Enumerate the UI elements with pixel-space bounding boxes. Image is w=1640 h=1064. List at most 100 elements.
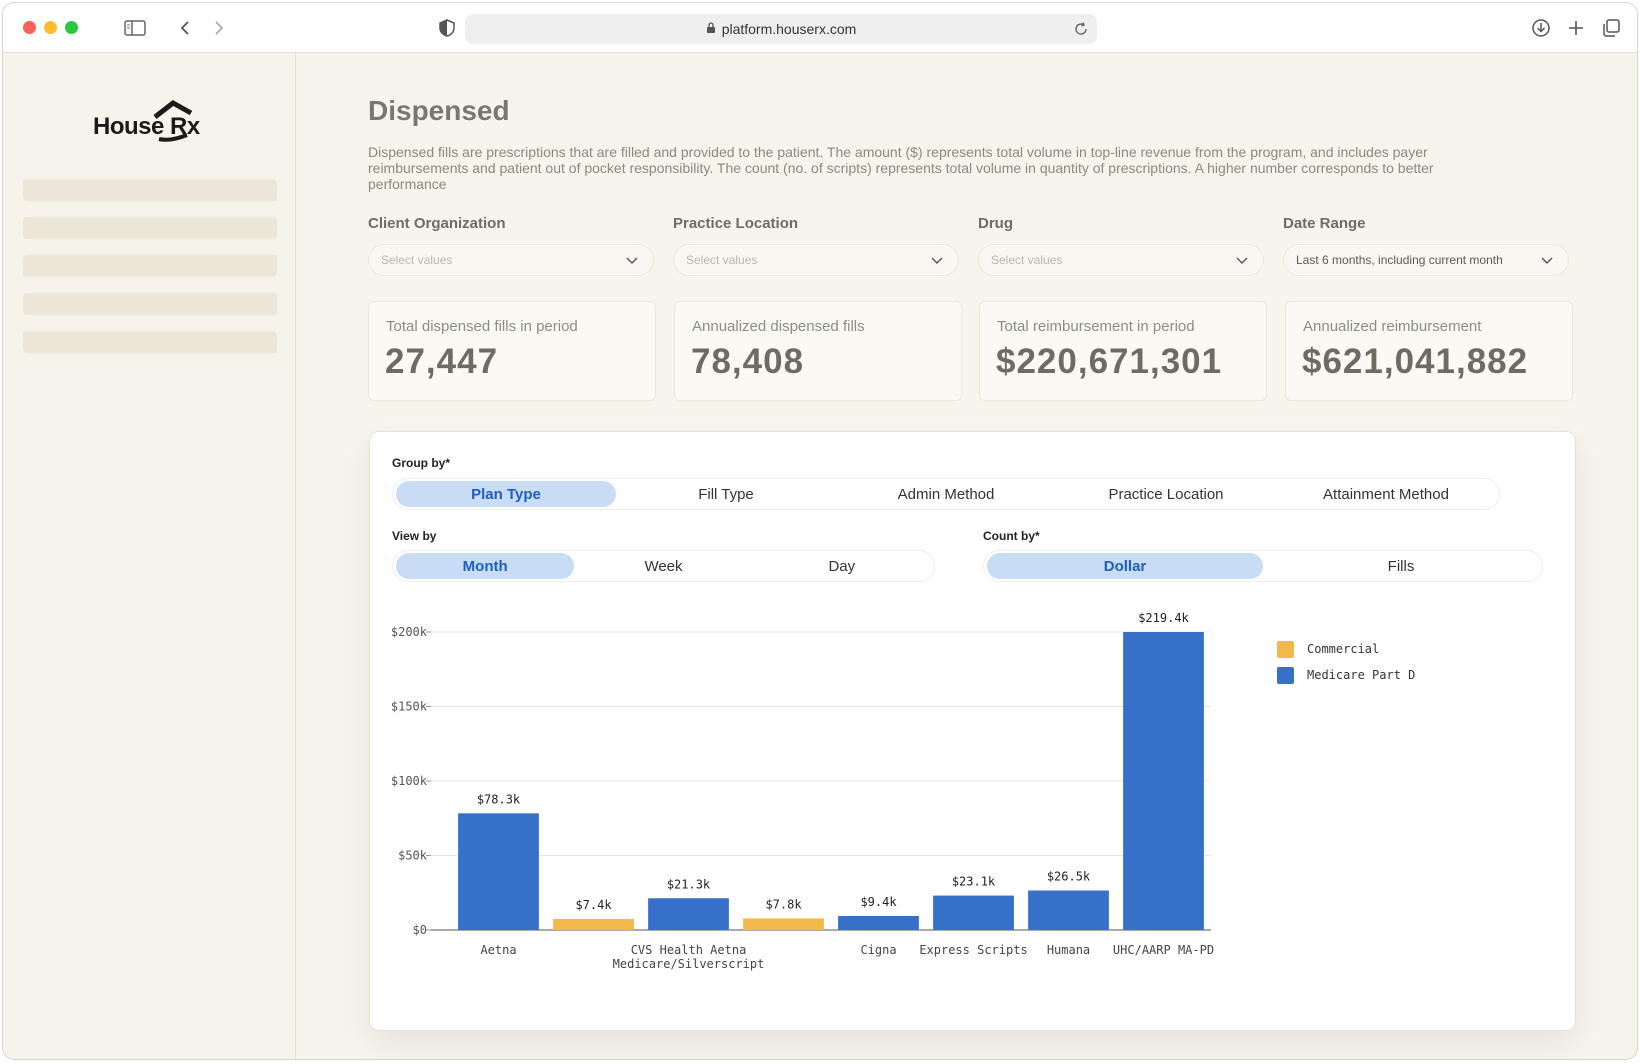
bar-chart-plot: $0 $50k $100k $150k $200k $78.3k $7.4k $21.3k $7… [391,612,1214,971]
bar-value-label: $7.4k [575,898,612,912]
bar-value-label: $21.3k [667,877,711,891]
kpi-label: Annualized reimbursement [1303,318,1482,335]
view-by-day[interactable]: Day [828,557,856,575]
count-by-segmented-control: Dollar Fills [983,550,1543,582]
count-by-fills[interactable]: Fills [1387,557,1415,575]
legend-item: Commercial [1277,636,1415,662]
group-by-attainment-method[interactable]: Attainment Method [1323,485,1449,503]
minimize-window-button[interactable] [44,21,57,34]
kpi-value: $220,671,301 [996,342,1223,381]
reload-icon[interactable] [1071,19,1091,39]
new-tab-icon[interactable] [1564,16,1588,40]
sidebar-item-placeholder[interactable] [23,217,277,239]
legend-label: Medicare Part D [1307,668,1416,682]
bar-value-label: $26.5k [1047,870,1091,884]
select-value: Last 6 months, including current month [1296,253,1503,267]
bar-value-label: $219.4k [1138,612,1189,625]
x-category-label: Aetna [480,943,516,957]
chart-panel: Group by* Plan Type Fill Type Admin Meth… [369,431,1576,1031]
address-bar[interactable]: platform.houserx.com [465,14,1097,44]
sidebar-item-placeholder[interactable] [23,331,277,353]
group-by-admin-method[interactable]: Admin Method [897,485,995,503]
bar [1028,890,1109,930]
bar [933,895,1014,930]
filter-label: Practice Location [673,215,799,232]
kpi-card-total-reimbursement: Total reimbursement in period $220,671,3… [979,301,1267,401]
maximize-window-button[interactable] [65,21,78,34]
sidebar-item-placeholder[interactable] [23,179,277,201]
x-category-label: UHC/AARP MA-PD [1113,943,1214,957]
drug-select[interactable]: Select values [978,244,1264,276]
chevron-down-icon [626,257,638,264]
bar [838,915,919,930]
legend-item: Medicare Part D [1277,662,1415,688]
kpi-card-total-fills: Total dispensed fills in period 27,447 [368,301,656,401]
group-by-practice-location[interactable]: Practice Location [1108,485,1224,503]
bar-chart: $0 $50k $100k $150k $200k $78.3k $7.4k $21.3k $7… [385,612,1565,1012]
page-description: Dispensed fills are prescriptions that a… [368,144,1434,192]
bar [648,898,729,930]
date-range-select[interactable]: Last 6 months, including current month [1283,244,1569,276]
y-tick-label: $200k [391,625,428,639]
y-tick-label: $50k [398,849,428,863]
bar [458,813,539,930]
bar-value-label: $7.8k [765,897,802,911]
sidebar: House Rx [3,53,296,1059]
forward-icon[interactable] [207,16,231,40]
group-by-plan-type[interactable]: Plan Type [396,481,616,507]
logo-text: House Rx [93,113,200,140]
kpi-value: 27,447 [385,342,499,381]
x-category-label: Medicare/Silverscript [613,957,765,971]
kpi-value: $621,041,882 [1302,342,1529,381]
bar-value-label: $23.1k [952,875,996,889]
chevron-down-icon [1236,257,1248,264]
bar [743,918,824,930]
filter-label: Drug [978,215,1013,232]
x-category-label: Express Scripts [919,943,1027,957]
bar-value-label: $78.3k [477,792,521,806]
kpi-value: 78,408 [691,342,805,381]
bar-value-label: $9.4k [860,895,897,909]
close-window-button[interactable] [23,21,36,34]
filter-date-range: Date Range Last 6 months, including curr… [1283,215,1571,276]
count-by-label: Count by* [983,529,1040,543]
view-by-month[interactable]: Month [396,553,575,579]
page-title: Dispensed [368,95,510,126]
group-by-fill-type[interactable]: Fill Type [698,485,754,503]
kpi-label: Total dispensed fills in period [386,318,578,335]
x-category-label: Cigna [860,943,896,957]
url-text: platform.houserx.com [721,21,857,37]
view-by-week[interactable]: Week [644,557,683,575]
kpi-label: Total reimbursement in period [997,318,1195,335]
chart-legend: Commercial Medicare Part D [1277,636,1415,688]
kpi-label: Annualized dispensed fills [692,318,865,335]
practice-location-select[interactable]: Select values [673,244,959,276]
browser-toolbar: platform.houserx.com [3,3,1637,53]
filter-client-organization: Client Organization Select values [368,215,656,276]
kpi-card-annualized-reimbursement: Annualized reimbursement $621,041,882 [1285,301,1573,401]
select-value: Select values [991,253,1063,267]
select-value: Select values [381,253,453,267]
sidebar-toggle-icon[interactable] [123,16,147,40]
back-icon[interactable] [173,16,197,40]
group-by-label: Group by* [392,456,451,470]
group-by-segmented-control: Plan Type Fill Type Admin Method Practic… [392,478,1500,510]
select-value: Select values [686,253,758,267]
download-icon[interactable] [1529,16,1553,40]
view-by-segmented-control: Month Week Day [392,550,935,582]
count-by-dollar[interactable]: Dollar [987,553,1263,579]
lock-icon [706,21,716,37]
house-roof-icon [153,100,193,142]
houserx-logo[interactable]: House Rx [93,100,213,151]
filter-label: Date Range [1283,215,1366,232]
sidebar-item-placeholder[interactable] [23,293,277,315]
x-category-label: CVS Health Aetna [631,943,747,957]
sidebar-item-placeholder[interactable] [23,255,277,277]
shield-icon[interactable] [435,16,459,40]
legend-swatch [1277,640,1294,658]
tab-overview-icon[interactable] [1599,16,1623,40]
client-organization-select[interactable]: Select values [368,244,654,276]
filter-label: Client Organization [368,215,506,232]
filter-drug: Drug Select values [978,215,1266,276]
